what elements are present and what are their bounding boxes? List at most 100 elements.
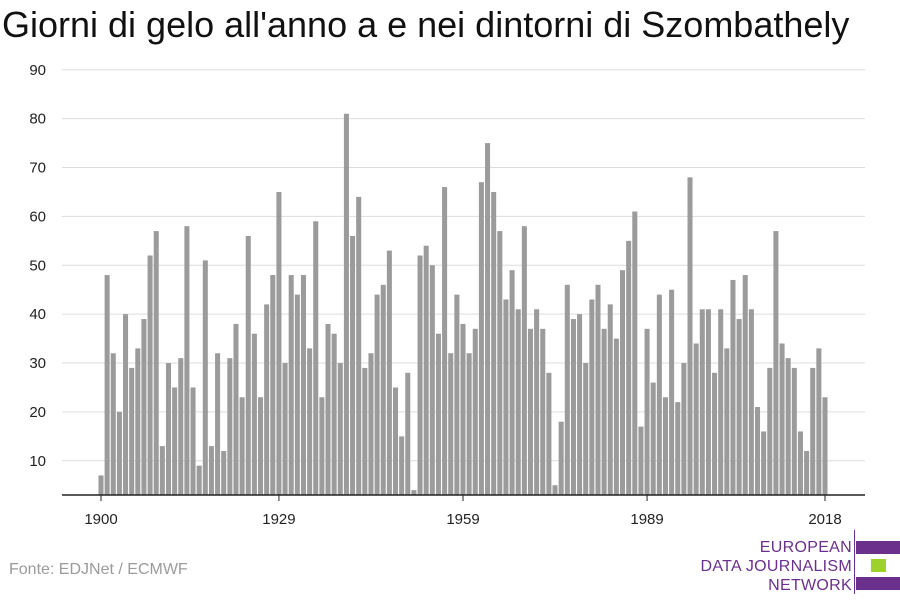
bar <box>325 323 331 495</box>
bar <box>632 211 638 496</box>
bar <box>392 387 399 495</box>
bar <box>116 411 122 495</box>
bar <box>626 240 632 495</box>
bar <box>472 328 478 495</box>
bar <box>337 363 343 495</box>
bar <box>178 358 184 495</box>
bar <box>767 367 773 495</box>
bar <box>368 353 374 495</box>
y-tick-label: 40 <box>29 306 46 323</box>
logo-line-3: NETWORK <box>768 577 852 594</box>
y-tick-label: 80 <box>29 111 46 128</box>
logo-bar-top <box>856 541 900 554</box>
bar <box>804 451 810 495</box>
bars <box>98 113 828 496</box>
bar <box>699 309 705 495</box>
bar <box>712 372 718 495</box>
bar <box>319 397 325 495</box>
bar <box>380 284 386 495</box>
bar <box>300 275 306 495</box>
bar <box>797 431 803 495</box>
logo-divider <box>854 530 855 594</box>
bar <box>785 358 791 495</box>
bar <box>662 397 668 495</box>
bar <box>435 333 441 495</box>
bar <box>417 255 423 495</box>
bar <box>270 275 276 495</box>
bar <box>159 446 165 495</box>
bar <box>607 304 613 495</box>
bar <box>509 270 515 495</box>
bar <box>497 231 503 495</box>
bar <box>110 353 116 495</box>
bar <box>810 367 816 495</box>
bar <box>442 187 448 495</box>
bar <box>773 231 779 495</box>
bar <box>374 294 380 495</box>
bar <box>129 367 135 495</box>
bar <box>276 191 282 495</box>
bar <box>98 475 104 495</box>
source-note: Fonte: EDJNet / ECMWF <box>9 561 188 578</box>
bar <box>454 294 460 495</box>
y-tick-label: 90 <box>29 62 46 79</box>
bar <box>429 265 435 495</box>
x-tick-label: 1959 <box>446 511 479 528</box>
bar <box>307 348 313 495</box>
bar <box>448 353 454 495</box>
bar <box>681 363 687 495</box>
x-tick-label: 1929 <box>262 511 295 528</box>
y-axis-ticks: 10 20 30 40 50 60 70 80 90 <box>29 62 46 470</box>
bar <box>264 304 270 495</box>
bar <box>534 309 540 495</box>
logo-bar-middle <box>871 559 886 572</box>
bar <box>656 294 662 495</box>
bar <box>251 333 257 495</box>
bar <box>669 289 675 495</box>
bar <box>822 397 828 495</box>
bar <box>638 426 644 495</box>
bar <box>362 367 368 495</box>
bar <box>485 143 491 495</box>
logo-text: EUROPEAN DATA JOURNALISM NETWORK <box>701 538 852 595</box>
y-tick-label: 20 <box>29 404 46 421</box>
bar <box>294 294 300 495</box>
bar <box>761 431 767 495</box>
bar <box>350 235 356 495</box>
y-tick-label: 70 <box>29 160 46 177</box>
logo-line-2: DATA JOURNALISM <box>700 558 852 575</box>
bar <box>227 358 233 495</box>
bar <box>202 260 208 495</box>
y-tick-label: 10 <box>29 453 46 470</box>
bar <box>411 490 417 495</box>
bar <box>386 250 392 495</box>
bar <box>233 323 239 495</box>
edjnet-logo: EUROPEAN DATA JOURNALISM NETWORK <box>700 530 900 595</box>
bar <box>165 363 172 495</box>
bar <box>208 446 214 495</box>
bar <box>123 314 129 495</box>
bar <box>748 309 754 495</box>
bar <box>478 182 484 495</box>
y-tick-label: 30 <box>29 355 46 372</box>
bar <box>503 299 509 495</box>
bar <box>460 323 466 495</box>
bar <box>313 221 319 496</box>
bar <box>718 309 724 495</box>
bar <box>693 343 699 495</box>
bar <box>153 231 159 495</box>
bar <box>644 328 650 495</box>
bar <box>705 309 711 495</box>
y-tick-label: 60 <box>29 208 46 225</box>
bar <box>215 353 221 495</box>
bar <box>558 421 564 495</box>
bar <box>466 353 472 495</box>
x-tick-label: 2018 <box>808 511 841 528</box>
bar <box>141 319 147 495</box>
bar <box>288 275 294 495</box>
bar <box>564 284 570 495</box>
bar <box>687 177 693 495</box>
bar <box>405 372 411 495</box>
bar <box>816 348 822 495</box>
